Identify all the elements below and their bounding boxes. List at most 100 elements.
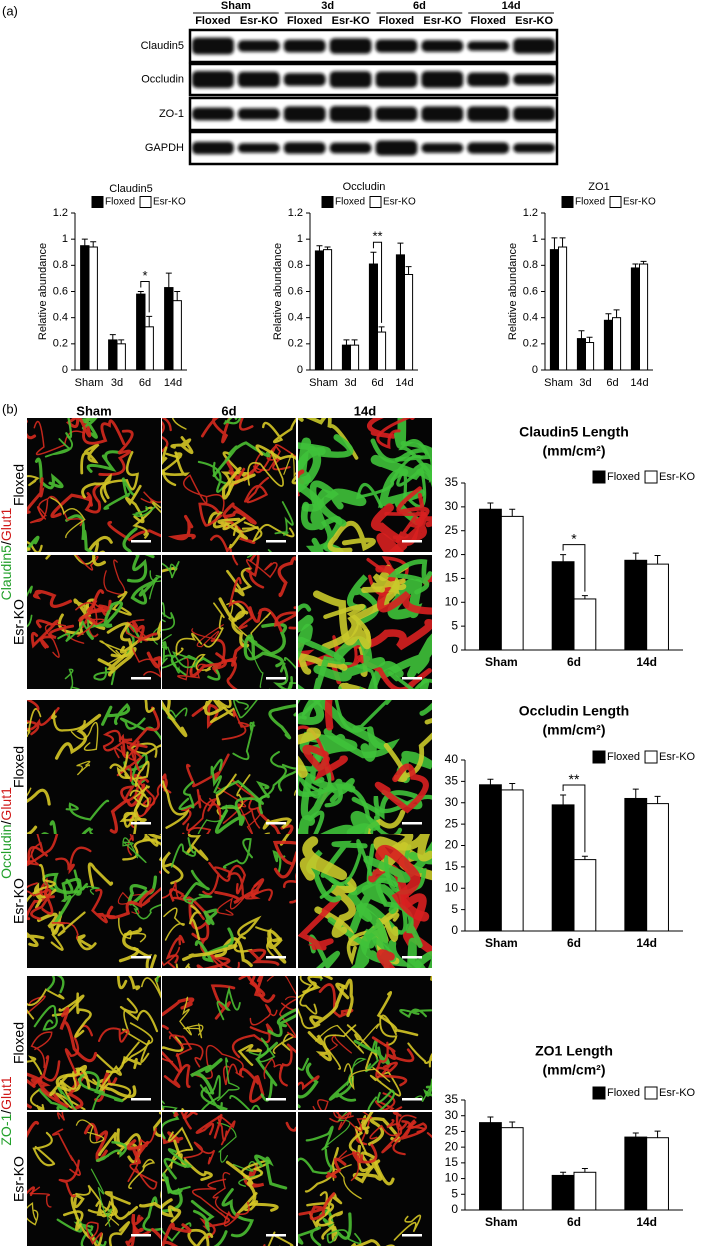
- y-tick-label: 35: [445, 475, 459, 489]
- vessel: [131, 506, 156, 517]
- y-tick-label: 25: [445, 816, 459, 830]
- vessel: [27, 722, 29, 737]
- blot-band: [192, 71, 234, 88]
- x-tick-label: 14d: [636, 936, 657, 950]
- vessel: [375, 844, 430, 922]
- vessel: [376, 990, 419, 1037]
- y-tick-label: 15: [445, 571, 459, 585]
- scale-bar: [266, 956, 286, 959]
- vessel: [81, 473, 112, 500]
- legend-label: Esr-KO: [659, 751, 696, 763]
- chart-title: Occludin: [343, 181, 386, 193]
- vessel: [323, 1024, 357, 1070]
- vessel: [98, 1027, 130, 1043]
- error-bar: [586, 336, 593, 343]
- x-tick-label: 6d: [567, 1215, 581, 1229]
- vessel: [162, 1036, 184, 1052]
- vessel: [221, 710, 250, 741]
- vessel: [187, 1228, 214, 1246]
- bar: [144, 326, 154, 371]
- error-bar: [137, 291, 144, 295]
- vessel: [162, 700, 188, 738]
- blot-row-label: GAPDH: [145, 142, 184, 154]
- vessel: [118, 917, 147, 943]
- vessel: [263, 1057, 282, 1080]
- y-tick-label: 30: [445, 1108, 459, 1122]
- vessel: [210, 700, 236, 724]
- vessel: [216, 895, 247, 916]
- vessel: [168, 1031, 204, 1068]
- vessel: [387, 559, 432, 595]
- vessel: [267, 1008, 296, 1038]
- blot-band: [283, 106, 326, 122]
- vessel: [393, 1214, 422, 1241]
- vessel: [248, 1037, 276, 1063]
- vessel: [98, 429, 134, 476]
- legend-label: Esr-KO: [659, 1087, 696, 1099]
- chart-title: Claudin5 Length: [519, 424, 629, 440]
- legend-swatch: [644, 1086, 658, 1100]
- vessel: [348, 1112, 373, 1132]
- vessel: [367, 418, 415, 439]
- vessel: [58, 1159, 80, 1198]
- vessel: [370, 573, 407, 593]
- error-bar: [351, 339, 358, 346]
- y-tick-label: 0.8: [53, 259, 68, 271]
- blot-band: [283, 73, 326, 86]
- vessel: [183, 1023, 204, 1039]
- error-bar: [165, 272, 172, 288]
- chart-title: Occludin Length: [519, 703, 629, 719]
- y-tick-label: 20: [445, 838, 459, 852]
- vessel: [27, 834, 59, 867]
- vessel: [274, 501, 294, 536]
- vessel: [27, 988, 65, 1020]
- y-tick-label: 1: [297, 233, 303, 245]
- vessel: [78, 1070, 124, 1103]
- vessel: [315, 1023, 380, 1054]
- vessel: [122, 837, 147, 864]
- x-tick-label: 6d: [139, 377, 151, 389]
- error-bar: [632, 1132, 639, 1138]
- vessel: [210, 984, 236, 1020]
- micrograph-row-label: Floxed: [11, 464, 27, 506]
- vessel: [74, 992, 92, 1038]
- vessel: [324, 700, 334, 731]
- vessel: [210, 534, 232, 552]
- vessel: [75, 555, 99, 571]
- vessel: [188, 904, 202, 941]
- y-tick-label: 0: [62, 364, 68, 376]
- vessel: [354, 1114, 368, 1155]
- bar: [395, 254, 405, 371]
- vessel: [191, 1044, 244, 1080]
- y-tick-label: 5: [451, 618, 458, 632]
- vessel: [41, 820, 57, 834]
- bar: [639, 263, 649, 371]
- bar: [368, 263, 378, 371]
- vessel: [51, 709, 86, 732]
- vessel: [246, 622, 288, 656]
- bar: [323, 249, 333, 371]
- vessel: [50, 493, 93, 519]
- vessel: [255, 444, 296, 485]
- vessel: [376, 532, 405, 552]
- vessel: [72, 418, 92, 438]
- y-tick-label: 0: [451, 1202, 458, 1216]
- vessel: [370, 455, 432, 488]
- error-bar: [654, 1130, 661, 1138]
- x-tick-label: 3d: [579, 377, 591, 389]
- y-tick-label: 5: [451, 1186, 458, 1200]
- vessel: [65, 418, 73, 439]
- legend-label: Floxed: [607, 471, 640, 483]
- vessel: [61, 1070, 99, 1090]
- vessel: [140, 491, 161, 504]
- scale-bar: [266, 540, 286, 543]
- x-tick-label: 14d: [630, 377, 648, 389]
- vessel: [298, 434, 354, 458]
- vessel: [285, 1121, 296, 1132]
- y-tick-label: 0.4: [288, 312, 303, 324]
- vessel: [308, 934, 340, 968]
- vessel: [255, 926, 283, 958]
- vessel: [87, 862, 114, 889]
- legend-swatch: [644, 750, 658, 764]
- vessel: [228, 577, 254, 630]
